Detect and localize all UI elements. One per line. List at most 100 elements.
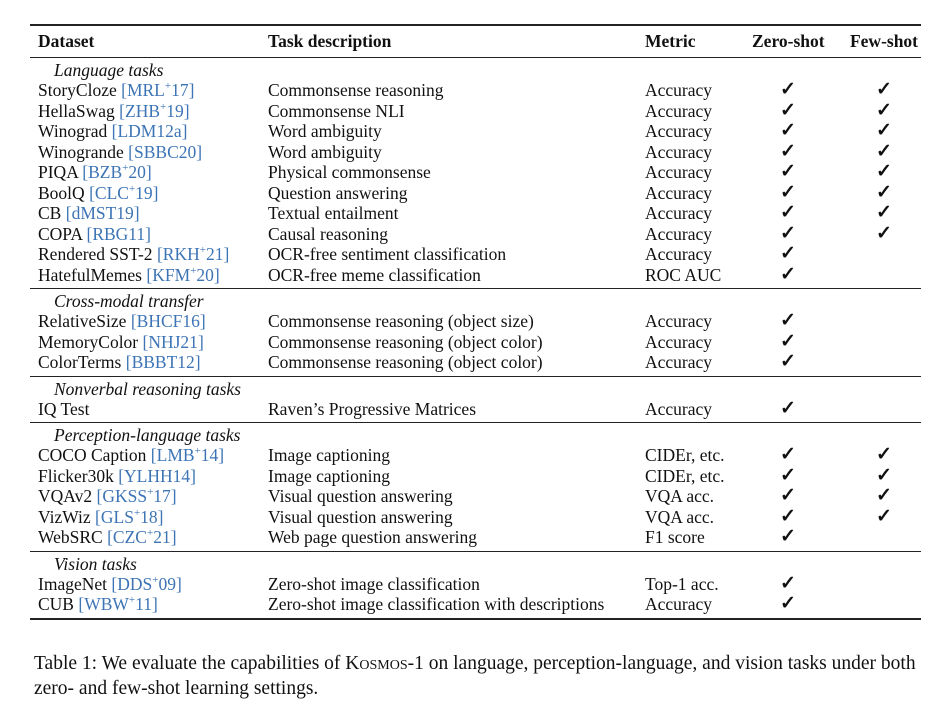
citation-sup: +	[164, 80, 172, 92]
citation-link[interactable]: [GLS+18]	[95, 506, 164, 527]
few-shot-check-icon: ✓	[876, 99, 892, 121]
citation-link[interactable]: [dMST19]	[65, 203, 140, 223]
citation-key: WBW	[84, 594, 129, 614]
few-shot-check-icon: ✓	[876, 120, 892, 141]
citation-link[interactable]: [LMB+14]	[150, 445, 225, 465]
header-zero-shot: Zero-shot	[752, 31, 825, 51]
metric: Accuracy	[645, 311, 713, 331]
task-description: Word ambiguity	[268, 141, 382, 162]
citation-link[interactable]: [MRL+17]	[121, 80, 195, 100]
section-header-row: Nonverbal reasoning tasks	[30, 377, 921, 399]
task-description: Commonsense reasoning	[268, 80, 444, 100]
dataset-name: VQAv2	[38, 486, 93, 506]
citation-link[interactable]: [GKSS+17]	[96, 486, 177, 506]
citation-link[interactable]: [BHCF16]	[130, 311, 206, 331]
citation-link[interactable]: [CLC+19]	[89, 182, 159, 203]
citation-sup: +	[152, 573, 159, 586]
table-row: IQ Test Raven’s Progressive Matrices Accur…	[30, 398, 921, 420]
citation-key: MRL	[126, 80, 165, 100]
citation-link[interactable]: [RKH+21]	[156, 244, 230, 264]
table-body: Language tasks StoryCloze [MRL+17] Commons…	[30, 58, 921, 620]
zero-shot-check-icon: ✓	[780, 526, 796, 547]
dataset-name: VizWiz	[38, 506, 91, 527]
few-shot-check-icon: ✓	[876, 222, 892, 244]
task-description: Raven’s Progressive Matrices	[268, 398, 477, 419]
dataset-cell: Winograd [LDM12a]	[38, 121, 187, 142]
dataset-cell: CUB [WBW+11]	[38, 594, 158, 615]
metric: VQA acc.	[645, 506, 715, 527]
citation-sup: +	[160, 100, 167, 113]
metric: Accuracy	[645, 331, 713, 352]
task-description: Causal reasoning	[268, 223, 389, 244]
bottom-rule	[30, 617, 921, 620]
metric: Accuracy	[645, 100, 713, 121]
citation-sup: +	[194, 445, 201, 457]
task-description: Zero-shot image classification with desc…	[268, 594, 605, 614]
citation-key: BHCF16	[136, 311, 200, 331]
citation-link[interactable]: [RBG11]	[86, 223, 151, 244]
citation-link[interactable]: [YLHH14]	[118, 465, 196, 486]
dataset-name: Winogrande	[38, 141, 124, 162]
task-description: Textual entailment	[268, 203, 399, 223]
zero-shot-check-icon: ✓	[780, 310, 796, 331]
task-description: Image captioning	[268, 465, 390, 486]
header-task: Task description	[268, 31, 392, 51]
citation-sup: +	[128, 182, 136, 195]
citation-link[interactable]: [CZC+21]	[107, 527, 177, 547]
citation-key: DDS	[117, 573, 153, 594]
citation-link[interactable]: [BBBT12]	[125, 352, 201, 372]
section-title: Perception-language tasks	[54, 425, 241, 445]
dataset-cell: HellaSwag [ZHB+19]	[38, 101, 190, 122]
table-row: BoolQ [CLC+19] Question answering Accuracy…	[30, 181, 921, 204]
citation-link[interactable]: [BZB+20]	[82, 162, 152, 182]
task-description: Word ambiguity	[268, 121, 382, 141]
citation-sup: +	[147, 486, 154, 498]
citation-link[interactable]: [NHJ21]	[142, 331, 204, 352]
table-row: Winograd [LDM12a] Word ambiguity Accuracy ✓…	[30, 120, 921, 142]
zero-shot-check-icon: ✓	[780, 351, 796, 372]
zero-shot-check-icon: ✓	[780, 485, 796, 506]
dataset-cell: IQ Test	[38, 399, 89, 420]
dataset-cell: CB [dMST19]	[38, 203, 140, 224]
dataset-cell: WebSRC [CZC+21]	[38, 527, 177, 548]
citation-key: SBBC20	[134, 141, 197, 162]
citation-key: CLC	[94, 182, 129, 203]
citation-year: 14	[200, 445, 219, 465]
dataset-cell: HatefulMemes [KFM+20]	[38, 265, 220, 286]
citation-year: 19	[166, 100, 184, 121]
citation-link[interactable]: [KFM+20]	[146, 264, 220, 285]
table-section: Cross-modal transfer RelativeSize [BHCF16…	[30, 289, 921, 376]
citation-key: KFM	[152, 264, 191, 285]
task-description: OCR-free sentiment classification	[268, 244, 507, 264]
header-row: Dataset Task description Metric Zero-sho…	[30, 26, 921, 57]
citation-link[interactable]: [ZHB+19]	[119, 100, 190, 121]
citation-year: 11	[135, 594, 152, 614]
few-shot-check-icon: ✓	[876, 485, 892, 506]
few-shot-check-icon: ✓	[876, 140, 892, 162]
task-description: Visual question answering	[268, 506, 453, 527]
citation-key: ZHB	[125, 100, 160, 121]
dataset-cell: MemoryColor [NHJ21]	[38, 332, 204, 353]
table-row: VQAv2 [GKSS+17] Visual question answering…	[30, 485, 921, 507]
citation-link[interactable]: [DDS+09]	[111, 573, 182, 594]
citation-link[interactable]: [SBBC20]	[128, 141, 203, 162]
citation-link[interactable]: [LDM12a]	[111, 121, 188, 141]
table-section: Vision tasks ImageNet [DDS+09] Zero-shot i…	[30, 552, 921, 618]
citation-link[interactable]: [WBW+11]	[78, 594, 158, 614]
citation-key: BZB	[88, 162, 123, 182]
metric: Accuracy	[645, 352, 713, 372]
table-row: HatefulMemes [KFM+20] OCR-free meme class…	[30, 264, 921, 286]
citation-key: CZC	[112, 527, 147, 547]
zero-shot-check-icon: ✓	[780, 202, 796, 223]
citation-year: 17	[171, 80, 189, 100]
citation-key: LDM12a	[117, 121, 182, 141]
citation-sup: +	[146, 527, 154, 539]
section-header-row: Perception-language tasks	[30, 423, 921, 445]
header-dataset: Dataset	[38, 31, 95, 51]
table-row: CB [dMST19] Textual entailment Accuracy ✓ ✓	[30, 202, 921, 224]
few-shot-check-icon: ✓	[876, 202, 892, 223]
few-shot-check-icon: ✓	[876, 181, 892, 203]
metric: CIDEr, etc.	[645, 445, 725, 465]
zero-shot-check-icon: ✓	[780, 120, 796, 141]
section-title: Vision tasks	[54, 553, 137, 574]
